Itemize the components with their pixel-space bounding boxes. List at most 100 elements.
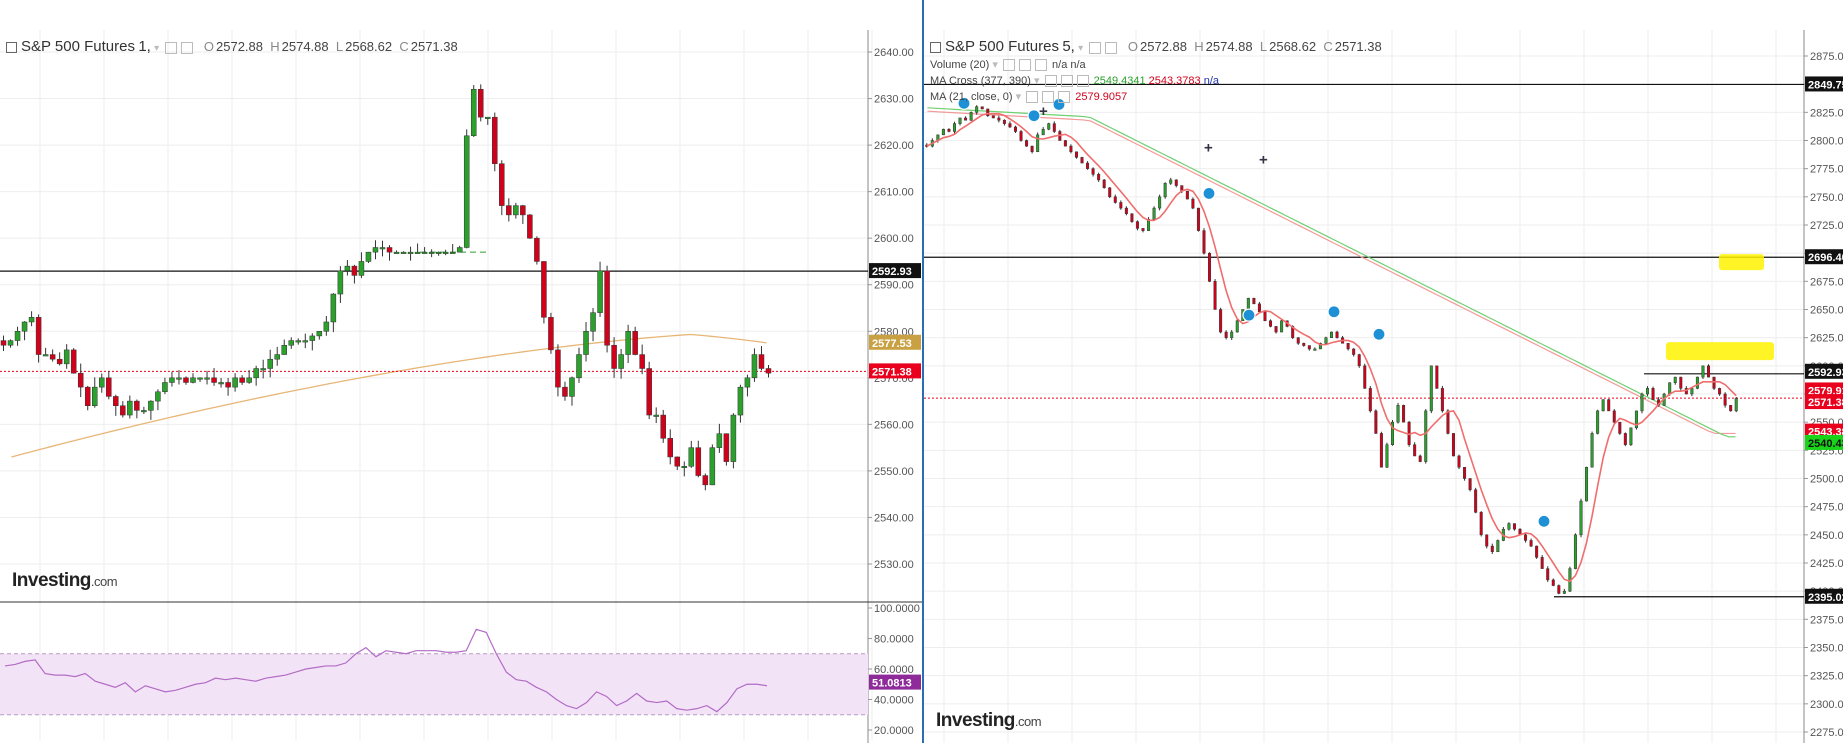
rsi-band bbox=[0, 653, 868, 715]
level-price-tag: 2395.02 bbox=[1805, 588, 1843, 604]
candle bbox=[1025, 140, 1029, 147]
right-chart-panel[interactable]: 2875.002850.002825.002800.002775.002750.… bbox=[924, 0, 1843, 743]
candle bbox=[456, 247, 463, 253]
candle bbox=[527, 214, 533, 239]
candle bbox=[695, 447, 702, 476]
settings-icon[interactable] bbox=[1002, 59, 1015, 72]
candle bbox=[1618, 421, 1622, 434]
candle bbox=[702, 475, 709, 486]
candle bbox=[407, 251, 414, 254]
ma-indicator-legend[interactable]: MA (21, close, 0) ▾ 2579.9057 bbox=[930, 91, 1128, 104]
left-chart-panel[interactable]: 2640.00 2630.00 2620.00 2610.00 2600.00 2590.… bbox=[0, 0, 922, 743]
candle bbox=[1041, 128, 1045, 136]
candle bbox=[1446, 410, 1450, 434]
settings-icon[interactable] bbox=[1088, 41, 1101, 54]
eye-icon[interactable] bbox=[1042, 91, 1055, 104]
candle bbox=[520, 205, 526, 216]
candle bbox=[449, 251, 456, 254]
close-icon[interactable] bbox=[1058, 91, 1071, 104]
candle bbox=[463, 135, 470, 248]
candle bbox=[1634, 410, 1638, 429]
candle bbox=[1673, 376, 1677, 383]
close-icon[interactable] bbox=[1076, 75, 1089, 88]
crosshair-marker-icon: + bbox=[1259, 152, 1268, 169]
candle bbox=[91, 386, 98, 406]
candle bbox=[218, 382, 224, 385]
candle bbox=[344, 265, 351, 272]
settings-icon[interactable] bbox=[1044, 75, 1057, 88]
eye-icon[interactable] bbox=[180, 41, 193, 54]
candle bbox=[765, 368, 772, 374]
chevron-down-icon[interactable]: ▾ bbox=[154, 43, 160, 54]
candle bbox=[1357, 354, 1361, 367]
candle bbox=[1280, 320, 1284, 333]
candle bbox=[211, 377, 217, 383]
eye-icon[interactable] bbox=[1104, 41, 1117, 54]
settings-icon[interactable] bbox=[1026, 91, 1039, 104]
right-chart-canvas[interactable]: 2875.002850.002825.002800.002775.002750.… bbox=[924, 0, 1843, 743]
candle bbox=[625, 331, 631, 355]
price-tick-label: 2560.00 bbox=[874, 419, 914, 431]
candle bbox=[947, 128, 951, 132]
candle bbox=[958, 117, 962, 124]
candle bbox=[1507, 523, 1511, 530]
chevron-down-icon[interactable]: ▾ bbox=[1078, 43, 1084, 54]
news-marker-icon bbox=[1327, 305, 1341, 319]
hline-price-tag: 2592.93 bbox=[869, 263, 921, 279]
candle bbox=[1429, 365, 1433, 412]
candle bbox=[288, 340, 295, 346]
ma-cross-indicator-legend[interactable]: MA Cross (377, 390) ▾ 2549.4341 2543.378… bbox=[930, 75, 1220, 88]
candle bbox=[604, 270, 610, 346]
candle bbox=[1363, 365, 1367, 389]
collapse-icon[interactable] bbox=[6, 42, 17, 54]
candle bbox=[400, 251, 407, 254]
settings-icon[interactable] bbox=[164, 41, 177, 54]
news-marker-icon bbox=[1242, 308, 1256, 322]
candle bbox=[1002, 119, 1006, 124]
level-price-tag: 2696.40 bbox=[1805, 249, 1843, 265]
candle bbox=[1330, 331, 1333, 338]
candle bbox=[1296, 337, 1300, 344]
close-icon[interactable] bbox=[1034, 59, 1047, 72]
candle bbox=[991, 115, 995, 119]
candle bbox=[1418, 455, 1422, 462]
candle bbox=[1579, 500, 1583, 536]
left-interval[interactable]: 1, bbox=[138, 38, 151, 55]
candle bbox=[162, 382, 168, 393]
candle bbox=[513, 205, 519, 216]
candle bbox=[1313, 348, 1317, 351]
collapse-icon[interactable] bbox=[930, 42, 941, 54]
price-tick-label: 2640.00 bbox=[874, 47, 914, 59]
candle bbox=[952, 123, 956, 132]
candle bbox=[997, 117, 1001, 121]
panel-divider[interactable] bbox=[922, 0, 924, 743]
eye-icon[interactable] bbox=[1060, 75, 1073, 88]
candle bbox=[751, 354, 758, 379]
candle bbox=[330, 293, 337, 323]
candle bbox=[42, 354, 49, 357]
eye-icon[interactable] bbox=[1018, 59, 1031, 72]
candle bbox=[379, 247, 386, 250]
candle bbox=[969, 112, 973, 121]
candle bbox=[358, 261, 365, 276]
candle bbox=[14, 331, 21, 341]
candle bbox=[260, 368, 266, 371]
candle bbox=[534, 237, 540, 262]
candle bbox=[386, 247, 393, 253]
candle bbox=[1546, 568, 1550, 581]
candle bbox=[1307, 345, 1311, 350]
candle bbox=[485, 116, 491, 119]
right-interval[interactable]: 5, bbox=[1062, 38, 1075, 55]
candle bbox=[1424, 410, 1428, 462]
candle bbox=[1640, 393, 1644, 412]
candle bbox=[1457, 455, 1461, 468]
candle bbox=[316, 331, 323, 337]
candle bbox=[84, 386, 91, 406]
price-tick-label: 2375.00 bbox=[1810, 614, 1843, 626]
candle bbox=[1213, 281, 1217, 310]
candle bbox=[295, 340, 302, 343]
candle bbox=[49, 354, 56, 360]
left-chart-canvas[interactable]: 2640.00 2630.00 2620.00 2610.00 2600.00 2590.… bbox=[0, 0, 922, 743]
volume-indicator-legend[interactable]: Volume (20) ▾ n/a n/a bbox=[930, 59, 1086, 72]
candle bbox=[106, 377, 112, 397]
